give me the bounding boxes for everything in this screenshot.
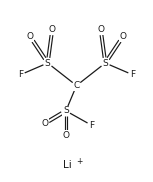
Text: F: F: [130, 70, 135, 79]
Text: O: O: [41, 119, 48, 128]
Text: C: C: [73, 81, 80, 90]
Text: O: O: [119, 32, 126, 41]
Text: F: F: [18, 70, 23, 79]
Text: +: +: [76, 157, 83, 167]
Text: O: O: [97, 25, 104, 34]
Text: O: O: [62, 131, 69, 140]
Text: O: O: [49, 25, 56, 34]
Text: S: S: [45, 58, 51, 68]
Text: O: O: [27, 32, 34, 41]
Text: S: S: [63, 106, 69, 115]
Text: Li: Li: [63, 160, 72, 170]
Text: F: F: [89, 121, 94, 130]
Text: S: S: [102, 58, 108, 68]
